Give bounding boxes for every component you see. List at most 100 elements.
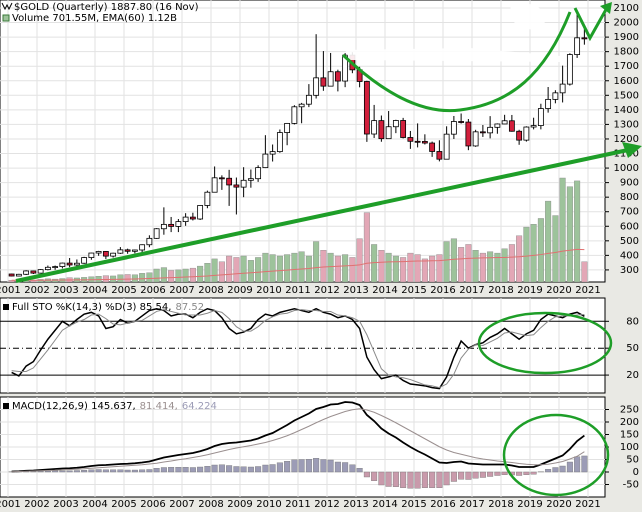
histogram-bar: [530, 471, 537, 475]
zigzag-arrow: [573, 5, 610, 42]
histogram-bar: [552, 467, 559, 473]
histogram-bar: [385, 471, 392, 487]
histogram-bar: [102, 469, 109, 473]
volume-bar: [487, 251, 494, 282]
candle-body: [66, 262, 73, 266]
volume-bar: [342, 254, 349, 282]
y-tick-label: 1600: [614, 76, 639, 87]
candle-body: [95, 251, 102, 254]
candle-body: [73, 262, 80, 266]
candle-body: [8, 273, 15, 277]
volume-bar: [298, 251, 305, 282]
x-tick-label: 2002: [24, 499, 49, 510]
histogram-bar: [458, 471, 465, 480]
x-tick-label: 2007: [169, 285, 194, 296]
x-tick-label: 2019: [517, 285, 542, 296]
x-tick-label: 2014: [372, 499, 397, 510]
candle-body: [530, 125, 537, 128]
candle-body: [421, 141, 428, 144]
candle-body: [334, 71, 341, 82]
volume-bar: [247, 260, 254, 282]
volume-bar: [327, 252, 334, 282]
candle-body: [566, 54, 573, 85]
x-tick-label: 2012: [314, 499, 339, 510]
sto-circle: [477, 311, 613, 375]
histogram-bar: [131, 469, 138, 473]
candle-body: [392, 120, 399, 128]
histogram-bar: [30, 471, 37, 473]
candle-body: [407, 137, 414, 142]
candle-body: [255, 167, 262, 180]
candle-body: [284, 122, 291, 133]
candle-body: [160, 223, 167, 230]
histogram-bar: [342, 462, 349, 473]
y-tick-label: 800: [620, 192, 639, 203]
volume-bar: [436, 254, 443, 282]
candle-body: [131, 249, 138, 252]
x-tick-label: 2005: [111, 499, 136, 510]
candle-body: [472, 131, 479, 147]
histogram-bar: [175, 467, 182, 473]
y-tick-label: 20: [626, 370, 639, 381]
volume-bar: [400, 257, 407, 282]
y-tick-label: 300: [620, 265, 639, 276]
candle-body: [226, 177, 233, 186]
histogram-bar: [465, 471, 472, 480]
legend-swatch: [3, 403, 9, 409]
histogram-bar: [472, 471, 479, 479]
histogram-bar: [226, 465, 233, 473]
candle-body: [218, 177, 225, 180]
histogram-bar: [407, 471, 414, 489]
candle-body: [15, 273, 22, 277]
candle-body: [52, 266, 59, 268]
candle-body: [59, 262, 66, 267]
volume-bar: [240, 255, 247, 282]
x-tick-label: 2021: [575, 285, 600, 296]
volume-bar: [537, 218, 544, 282]
histogram-bar: [566, 461, 573, 473]
candle-body: [559, 83, 566, 94]
candle-body: [487, 126, 494, 134]
histogram-bar: [59, 470, 66, 473]
y-tick-label: 500: [620, 236, 639, 247]
y-tick-label: 80: [626, 316, 639, 327]
candle-body: [574, 37, 581, 55]
histogram-bar: [400, 471, 407, 488]
candle-body: [436, 151, 443, 160]
x-tick-label: 2008: [198, 285, 223, 296]
histogram-bar: [153, 468, 160, 473]
x-tick-label: 2019: [517, 499, 542, 510]
histogram-bar: [378, 471, 385, 486]
histogram-bar: [479, 471, 486, 478]
line: [11, 248, 585, 281]
candle-body: [37, 269, 44, 274]
histogram-bar: [320, 459, 327, 473]
x-tick-label: 2004: [82, 499, 107, 510]
candle-body: [414, 140, 421, 143]
histogram-bar: [110, 469, 117, 473]
x-tick-label: 2002: [24, 285, 49, 296]
volume-bar: [472, 250, 479, 282]
candle-body: [81, 257, 88, 264]
volume-bar: [255, 257, 262, 282]
histogram-bar: [356, 468, 363, 473]
histogram-bar: [414, 471, 421, 489]
candle-body: [139, 244, 146, 251]
volume-bar: [313, 241, 320, 282]
y-tick-label: 1300: [614, 119, 639, 130]
volume-bar: [581, 261, 588, 282]
volume-bar: [276, 255, 283, 282]
candle-body: [175, 221, 182, 227]
candle-body: [269, 151, 276, 155]
candle-body: [240, 179, 247, 188]
histogram-bar: [269, 464, 276, 473]
volume-bar: [530, 224, 537, 282]
histogram-bar: [429, 471, 436, 488]
x-tick-label: 2020: [546, 285, 571, 296]
volume-bar: [284, 254, 291, 282]
candle-body: [552, 92, 559, 100]
candle-body: [197, 205, 204, 220]
histogram-bar: [349, 464, 356, 473]
histogram-bar: [523, 471, 530, 475]
